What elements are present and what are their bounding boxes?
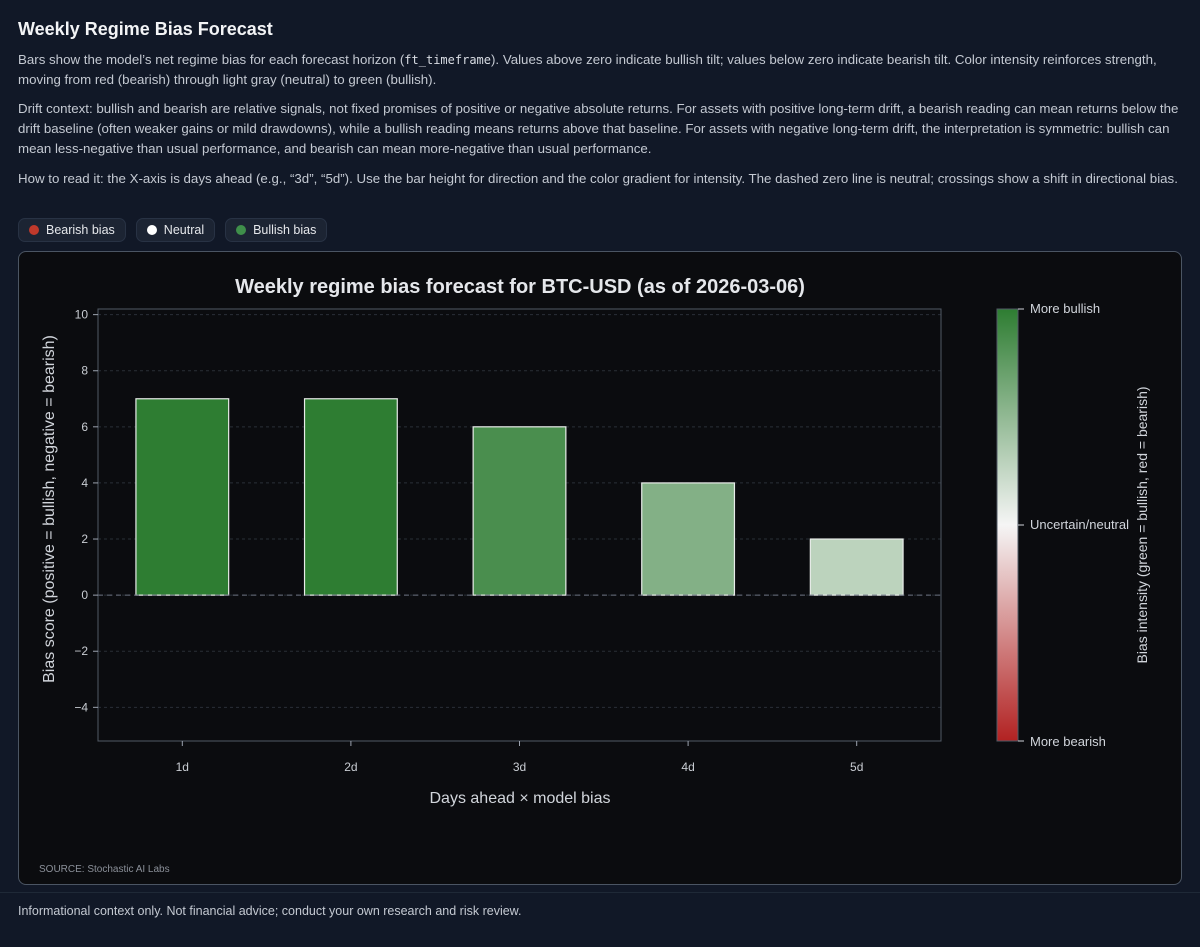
drift-context-paragraph: Drift context: bullish and bearish are r… [18, 101, 1179, 156]
bar-4d [641, 482, 736, 596]
x-tick-label-3d: 3d [513, 760, 526, 774]
legend: Bearish bias Neutral Bullish bias [18, 218, 328, 242]
bias-bar-chart: Weekly regime bias forecast for BTC-USD … [39, 276, 1150, 875]
colorbar-axis-label: Bias intensity (green = bullish, red = b… [1134, 386, 1150, 663]
chart-card: Weekly regime bias forecast for BTC-USD … [18, 251, 1182, 885]
bar-5d [809, 538, 904, 596]
colorbar [996, 308, 1019, 742]
bar-3d [472, 426, 567, 596]
colorbar-label-bottom: More bearish [1030, 734, 1106, 749]
legend-item-bullish: Bullish bias [225, 218, 328, 242]
x-tick-label-4d: 4d [681, 760, 694, 774]
bar-1d [135, 398, 230, 596]
y-tick-label: 6 [81, 420, 88, 434]
legend-label-neutral: Neutral [163, 223, 205, 237]
source-note: SOURCE: Stochastic AI Labs [39, 864, 170, 875]
legend-label-bullish: Bullish bias [253, 223, 317, 237]
y-axis-label: Bias score (positive = bullish, negative… [41, 335, 58, 683]
y-tick-label: −4 [74, 700, 88, 714]
intro-text-start: Bars show the model’s net regime bias fo… [18, 52, 405, 67]
x-tick-label-5d: 5d [850, 760, 863, 774]
page-title: Weekly Regime Bias Forecast [18, 19, 273, 39]
how-to-read-paragraph: How to read it: the X-axis is days ahead… [18, 171, 1178, 186]
legend-item-neutral: Neutral [135, 218, 216, 242]
y-tick-label: 0 [81, 588, 88, 602]
y-tick-label: 10 [75, 308, 89, 322]
legend-item-bearish: Bearish bias [18, 218, 126, 242]
y-tick-label: 8 [81, 364, 88, 378]
intro-paragraph: Bars show the model’s net regime bias fo… [18, 50, 1184, 90]
footer-disclaimer: Informational context only. Not financia… [18, 904, 522, 918]
legend-label-bearish: Bearish bias [46, 223, 115, 237]
chart-title: Weekly regime bias forecast for BTC-USD … [235, 276, 805, 298]
colorbar-label-mid: Uncertain/neutral [1030, 517, 1129, 532]
intro-text-end: ). Values above zero indicate bullish ti… [18, 52, 1157, 87]
x-tick-label-2d: 2d [344, 760, 357, 774]
neutral-dot-icon [146, 225, 157, 235]
footer-divider [0, 892, 1200, 893]
x-tick-label-1d: 1d [176, 760, 189, 774]
intro-code: ft_timeframe [404, 53, 491, 67]
bar-2d [303, 398, 398, 596]
x-axis-label: Days ahead × model bias [430, 790, 611, 807]
y-tick-label: 4 [81, 476, 88, 490]
y-tick-label: −2 [74, 644, 88, 658]
colorbar-label-top: More bullish [1030, 301, 1100, 316]
bullish-dot-icon [236, 225, 247, 235]
y-tick-label: 2 [81, 532, 88, 546]
bearish-dot-icon [29, 225, 39, 235]
